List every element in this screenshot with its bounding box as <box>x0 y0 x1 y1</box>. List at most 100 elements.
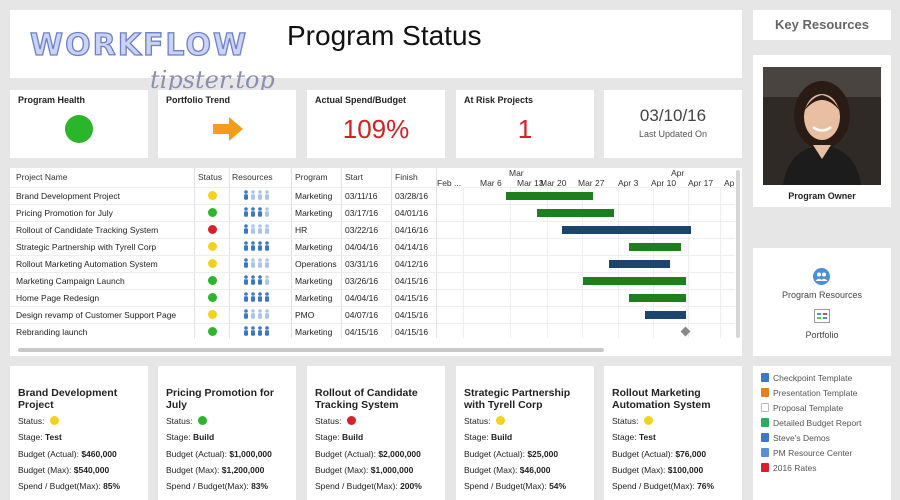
table-row[interactable]: Brand Development Project Marketing 03/11/… <box>10 187 735 204</box>
field-value: 200% <box>400 481 422 492</box>
spend-budget-label: Actual Spend/Budget <box>315 95 407 105</box>
finish-date-cell: 04/14/16 <box>395 242 429 252</box>
person-icon <box>243 275 249 287</box>
timeline-week: Mar 13 <box>517 178 544 188</box>
green-doc-icon <box>761 418 769 427</box>
document-link[interactable]: Presentation Template <box>761 388 857 398</box>
orange-doc-icon <box>761 388 769 397</box>
project-name-cell[interactable]: Marketing Campaign Launch <box>16 276 125 286</box>
milestone-diamond-icon[interactable] <box>680 326 691 337</box>
document-link[interactable]: Proposal Template <box>761 403 843 413</box>
header-panel: WORKFLOW tipster.top Program Status <box>10 10 742 94</box>
people-icon[interactable] <box>813 268 830 285</box>
program-owner-label: Program Owner <box>788 191 856 201</box>
document-label[interactable]: Presentation Template <box>773 388 858 398</box>
project-card[interactable]: Pricing Promotion for July Status: Stage:… <box>158 366 296 500</box>
program-owner-card[interactable]: Program Owner <box>753 55 891 207</box>
portfolio-icon[interactable] <box>814 309 830 323</box>
column-header[interactable]: Status <box>198 172 223 182</box>
project-card-title[interactable]: Brand Development Project <box>18 387 118 411</box>
project-card[interactable]: Brand Development Project Status: Stage: … <box>10 366 148 500</box>
column-header[interactable]: Program <box>295 172 328 182</box>
field-label: Project Manager: <box>315 498 380 500</box>
field-label: Budget (Actual): <box>464 448 525 459</box>
document-label[interactable]: Steve's Demos <box>773 433 830 443</box>
column-header[interactable]: Project Name <box>16 172 68 182</box>
field-label: Project Manager: <box>612 498 677 500</box>
document-label[interactable]: Proposal Template <box>773 403 844 413</box>
column-header[interactable]: Resources <box>232 172 273 182</box>
document-label[interactable]: Detailed Budget Report <box>773 418 862 428</box>
person-icon <box>264 190 270 202</box>
field-label: Budget (Actual): <box>612 448 673 459</box>
project-name-cell[interactable]: Strategic Partnership with Tyrell Corp <box>16 242 157 252</box>
finish-date-cell: 04/15/16 <box>395 327 429 337</box>
document-link[interactable]: PM Resource Center <box>761 448 852 458</box>
document-link[interactable]: Detailed Budget Report <box>761 418 861 428</box>
document-label[interactable]: 2016 Rates <box>773 463 817 473</box>
program-cell: PMO <box>295 310 315 320</box>
project-card-title[interactable]: Rollout Marketing Automation System <box>612 387 711 411</box>
table-row[interactable]: Rollout of Candidate Tracking System HR 03… <box>10 221 735 238</box>
page-title: Program Status <box>287 20 482 51</box>
person-icon <box>243 207 249 219</box>
project-name-cell[interactable]: Design revamp of Customer Support Page <box>16 310 177 320</box>
gantt-bar[interactable] <box>536 209 614 217</box>
timeline-gridline <box>720 188 721 338</box>
table-row[interactable]: Marketing Campaign Launch Marketing 03/26/… <box>10 272 735 289</box>
field-value: Build <box>192 432 215 443</box>
project-name-cell[interactable]: Home Page Redesign <box>16 293 100 303</box>
project-card-field: Spend / Budget(Max): 54% <box>464 481 566 491</box>
table-row[interactable]: Home Page Redesign Marketing 04/04/16 04/15… <box>10 289 735 306</box>
gantt-bar[interactable] <box>505 192 594 200</box>
field-value: $2,000,000 <box>378 448 421 459</box>
at-risk-projects-tile: At Risk Projects 1 <box>456 90 594 158</box>
project-card[interactable]: Strategic Partnership with Tyrell Corp St… <box>456 366 594 500</box>
resources-cell <box>243 224 271 236</box>
project-name-cell[interactable]: Rebranding launch <box>16 327 88 337</box>
gantt-bar[interactable] <box>562 226 691 234</box>
gantt-bar[interactable] <box>608 260 671 268</box>
project-card-field: Stage: Test <box>612 432 656 442</box>
gantt-bar[interactable] <box>629 294 686 302</box>
column-header[interactable]: Start <box>345 172 363 182</box>
table-row[interactable]: Pricing Promotion for July Marketing 03/17… <box>10 204 735 221</box>
project-card[interactable]: Rollout of Candidate Tracking System Stat… <box>307 366 445 500</box>
project-card-title[interactable]: Pricing Promotion for July <box>166 387 274 411</box>
start-date-cell: 04/04/16 <box>345 242 379 252</box>
table-row[interactable]: Strategic Partnership with Tyrell Corp Ma… <box>10 238 735 255</box>
timeline-week: Mar 6 <box>480 178 502 188</box>
finish-date-cell: 04/12/16 <box>395 259 429 269</box>
gantt-bar[interactable] <box>644 311 686 319</box>
person-icon <box>250 275 256 287</box>
program-health-label: Program Health <box>18 95 86 105</box>
project-card-field: Budget (Max): $1,200,000 <box>166 465 264 475</box>
project-card-field: Project Manager: Jim Austin <box>18 498 128 500</box>
table-row[interactable]: Rollout Marketing Automation System Opera… <box>10 255 735 272</box>
document-link[interactable]: Checkpoint Template <box>761 373 852 383</box>
program-resources-link[interactable]: Program Resources <box>781 290 863 300</box>
field-label: Status: <box>166 416 193 426</box>
column-header[interactable]: Finish <box>395 172 418 182</box>
gantt-bar[interactable] <box>582 277 686 285</box>
project-name-cell[interactable]: Brand Development Project <box>16 191 120 201</box>
document-label[interactable]: Checkpoint Template <box>773 373 853 383</box>
vertical-scrollbar[interactable] <box>736 170 740 338</box>
project-card-title[interactable]: Rollout of Candidate Tracking System <box>315 387 418 411</box>
field-value: Jim Austin <box>85 498 128 500</box>
horizontal-scrollbar[interactable] <box>18 348 604 352</box>
document-link[interactable]: Steve's Demos <box>761 433 830 443</box>
table-row[interactable]: Rebranding launch Marketing 04/15/16 04/15/… <box>10 323 735 340</box>
portfolio-link[interactable]: Portfolio <box>805 330 839 340</box>
project-card-title[interactable]: Strategic Partnership with Tyrell Corp <box>464 387 571 411</box>
project-name-cell[interactable]: Rollout Marketing Automation System <box>16 259 158 269</box>
field-value: $100,000 <box>667 464 704 475</box>
project-name-cell[interactable]: Pricing Promotion for July <box>16 208 113 218</box>
program-cell: Marketing <box>295 293 333 303</box>
gantt-bar[interactable] <box>629 243 681 251</box>
project-name-cell[interactable]: Rollout of Candidate Tracking System <box>16 225 159 235</box>
table-row[interactable]: Design revamp of Customer Support Page PM… <box>10 306 735 323</box>
document-link[interactable]: 2016 Rates <box>761 463 816 473</box>
document-label[interactable]: PM Resource Center <box>773 448 853 458</box>
project-card[interactable]: Rollout Marketing Automation System Statu… <box>604 366 742 500</box>
